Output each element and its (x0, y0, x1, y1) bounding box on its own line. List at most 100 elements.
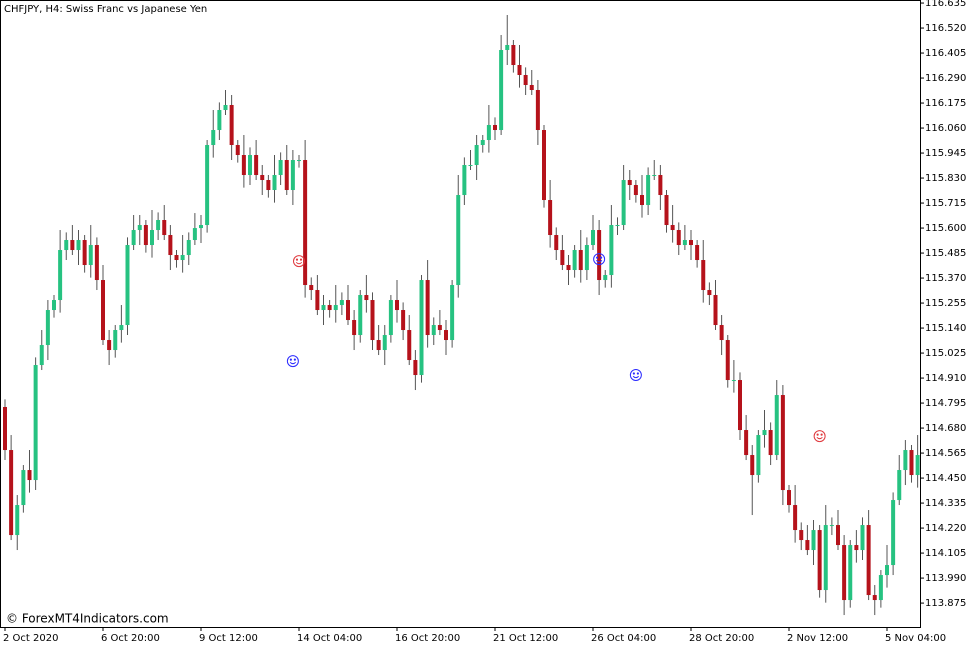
y-tick-label: 114.680 (925, 423, 966, 434)
candle-body (315, 290, 320, 311)
candle-body (474, 145, 479, 166)
candle-body (609, 225, 614, 276)
candle-body (15, 505, 20, 536)
signal-eye (600, 256, 603, 259)
y-tick-label: 115.715 (925, 198, 966, 209)
candle-body (395, 300, 399, 311)
candle-body (254, 155, 259, 176)
candle-body (768, 430, 773, 456)
candle-body (572, 250, 577, 271)
candle-body (284, 160, 289, 191)
candle-body (725, 340, 730, 381)
signal-icon (593, 253, 606, 266)
signal-mouth (632, 375, 640, 379)
signal-mouth (295, 261, 303, 265)
y-tick-label: 114.565 (925, 448, 966, 459)
signal-mouth (816, 436, 823, 440)
candle-body (125, 245, 130, 326)
candle-body (150, 230, 154, 246)
y-tick-label: 114.220 (925, 523, 966, 534)
candle-body (64, 240, 69, 251)
y-tick-label: 115.485 (925, 248, 966, 259)
candle-body (676, 230, 681, 246)
candle-body (88, 245, 93, 266)
y-tick-label: 115.255 (925, 298, 966, 309)
candle-body (388, 300, 393, 336)
candle-body (805, 540, 810, 551)
y-tick-label: 116.520 (925, 23, 966, 34)
candle-body (352, 320, 357, 336)
candle-body (241, 155, 246, 176)
candle-body (646, 175, 651, 206)
candle-body (290, 160, 295, 191)
y-tick-label: 113.990 (925, 573, 966, 584)
candle-body (52, 300, 56, 311)
candle-body (27, 470, 32, 481)
candle-body (860, 525, 865, 551)
candle-body (621, 180, 626, 226)
x-tick-label: 9 Oct 12:00 (199, 633, 258, 644)
candle-body (523, 75, 528, 86)
signal-mouth (595, 259, 603, 263)
candle-body (486, 125, 491, 141)
y-tick-label: 115.370 (925, 273, 966, 284)
signal-eye (295, 258, 299, 261)
candle-body (891, 500, 896, 566)
candle-body (107, 340, 112, 351)
candle-body (511, 45, 516, 66)
x-tick-label: 26 Oct 04:00 (591, 633, 656, 644)
candle-body (707, 290, 712, 296)
signal-eye (820, 433, 823, 436)
candle-body (719, 325, 724, 341)
candle-body (94, 245, 99, 281)
y-tick-label: 116.405 (925, 48, 966, 59)
x-tick-label: 6 Oct 20:00 (101, 633, 160, 644)
candle-body (119, 325, 124, 331)
candle-body (199, 225, 203, 229)
x-tick-label: 2 Oct 2020 (3, 633, 58, 644)
candle-body (70, 240, 75, 251)
candle-body (382, 335, 387, 351)
y-tick-label: 115.025 (925, 348, 966, 359)
candle-body (143, 225, 148, 246)
y-tick-label: 114.105 (925, 548, 966, 559)
candle-body (419, 280, 424, 376)
candle-body (848, 545, 853, 601)
candle-body (444, 330, 448, 341)
candle-body (137, 225, 142, 231)
candle-body (695, 245, 700, 261)
candle-body (885, 565, 889, 576)
candle-body (640, 195, 644, 206)
x-tick-label: 2 Nov 12:00 (787, 633, 848, 644)
y-tick-label: 116.060 (925, 123, 966, 134)
x-tick-label: 16 Oct 20:00 (395, 633, 460, 644)
candle-body (780, 395, 785, 491)
candle-body (750, 455, 755, 476)
candle-body (597, 230, 602, 281)
candle-body (425, 280, 430, 336)
candle-body (578, 250, 583, 271)
candle-body (309, 285, 314, 291)
candle-body (903, 450, 908, 471)
candle-body (33, 365, 38, 481)
y-tick-label: 115.830 (925, 173, 966, 184)
candle-body (413, 360, 418, 376)
candle-body (615, 225, 620, 227)
candle-body (162, 220, 167, 236)
signal-icon (293, 255, 305, 268)
candle-body (468, 165, 473, 167)
candle-body (321, 305, 326, 311)
candle-body (762, 430, 767, 436)
candle-body (58, 250, 63, 301)
candle-body (211, 130, 216, 146)
candle-body (774, 395, 779, 456)
candle-body (39, 345, 44, 366)
candle-body (327, 305, 332, 311)
candle-body (517, 65, 522, 76)
candle-body (542, 130, 546, 201)
candle-body (370, 300, 375, 341)
candle-body (505, 45, 510, 51)
chart-title: CHFJPY, H4: Swiss Franc vs Japanese Yen (4, 4, 207, 15)
candle-body (272, 175, 277, 191)
signal-icon (286, 355, 299, 368)
